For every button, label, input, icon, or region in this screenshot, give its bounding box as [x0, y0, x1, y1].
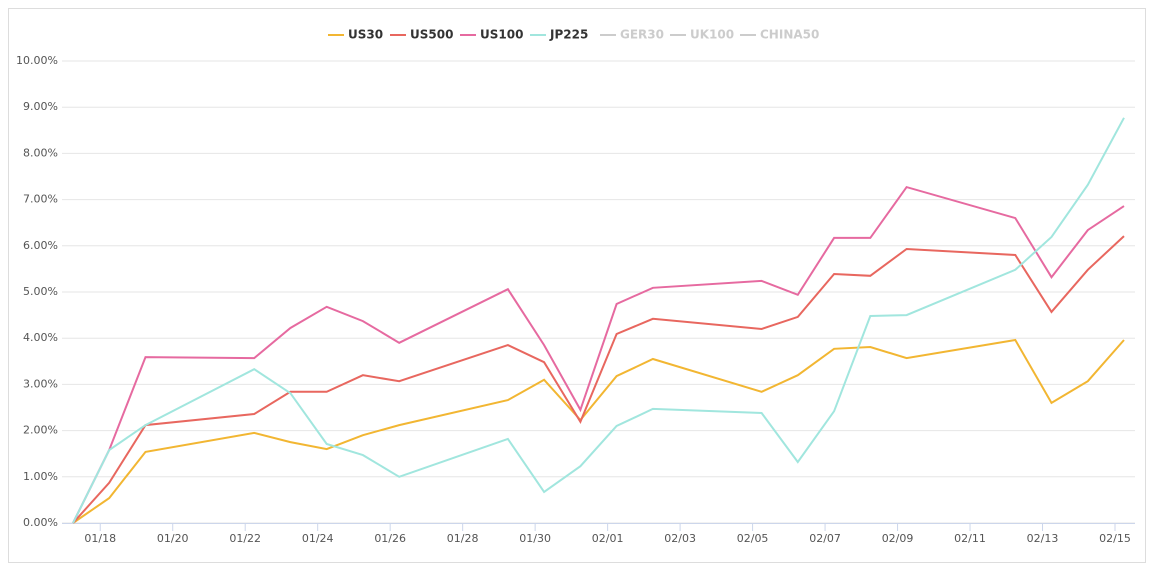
x-tick-label: 01/30	[519, 532, 551, 545]
y-tick-label: 1.00%	[23, 470, 58, 483]
legend-label: JP225	[549, 28, 588, 42]
x-tick-label: 02/03	[664, 532, 696, 545]
series-line	[72, 235, 1125, 524]
y-tick-label: 8.00%	[23, 146, 58, 159]
legend-label: US30	[348, 28, 383, 42]
y-tick-label: 0.00%	[23, 516, 58, 529]
legend-item[interactable]: CHINA50	[740, 28, 819, 42]
x-tick-label: 01/18	[84, 532, 116, 545]
y-tick-label: 4.00%	[23, 331, 58, 344]
legend: US30 US500 US100 JP225 GER30 UK100 CHINA50	[328, 28, 819, 42]
series-line	[72, 185, 1125, 524]
legend-item[interactable]: US500	[390, 28, 453, 42]
legend-label: GER30	[620, 28, 664, 42]
series-line	[72, 338, 1125, 524]
x-tick-label: 02/11	[954, 532, 986, 545]
chart-frame	[8, 8, 1146, 563]
legend-item[interactable]: JP225	[530, 28, 588, 42]
legend-label: CHINA50	[760, 28, 819, 42]
legend-label: US500	[410, 28, 453, 42]
x-tick-label: 01/28	[447, 532, 479, 545]
x-tick-label: 02/15	[1099, 532, 1131, 545]
x-tick-label: 01/24	[302, 532, 334, 545]
y-tick-label: 7.00%	[23, 193, 58, 206]
y-tick-label: 3.00%	[23, 377, 58, 390]
series-line	[72, 117, 1125, 524]
legend-item[interactable]: US100	[460, 28, 523, 42]
x-tick-label: 01/26	[374, 532, 406, 545]
y-tick-label: 9.00%	[23, 100, 58, 113]
legend-item[interactable]: GER30	[600, 28, 664, 42]
legend-label: US100	[480, 28, 523, 42]
y-tick-label: 10.00%	[16, 54, 58, 67]
y-tick-label: 2.00%	[23, 424, 58, 437]
x-tick-label: 02/13	[1027, 532, 1059, 545]
x-tick-label: 01/20	[157, 532, 189, 545]
x-tick-label: 02/01	[592, 532, 624, 545]
x-tick-label: 02/09	[882, 532, 914, 545]
x-tick-label: 01/22	[229, 532, 261, 545]
legend-item[interactable]: UK100	[670, 28, 734, 42]
x-tick-label: 02/05	[737, 532, 769, 545]
y-tick-label: 5.00%	[23, 285, 58, 298]
legend-label: UK100	[690, 28, 734, 42]
x-tick-label: 02/07	[809, 532, 841, 545]
y-tick-label: 6.00%	[23, 239, 58, 252]
legend-item[interactable]: US30	[328, 28, 383, 42]
